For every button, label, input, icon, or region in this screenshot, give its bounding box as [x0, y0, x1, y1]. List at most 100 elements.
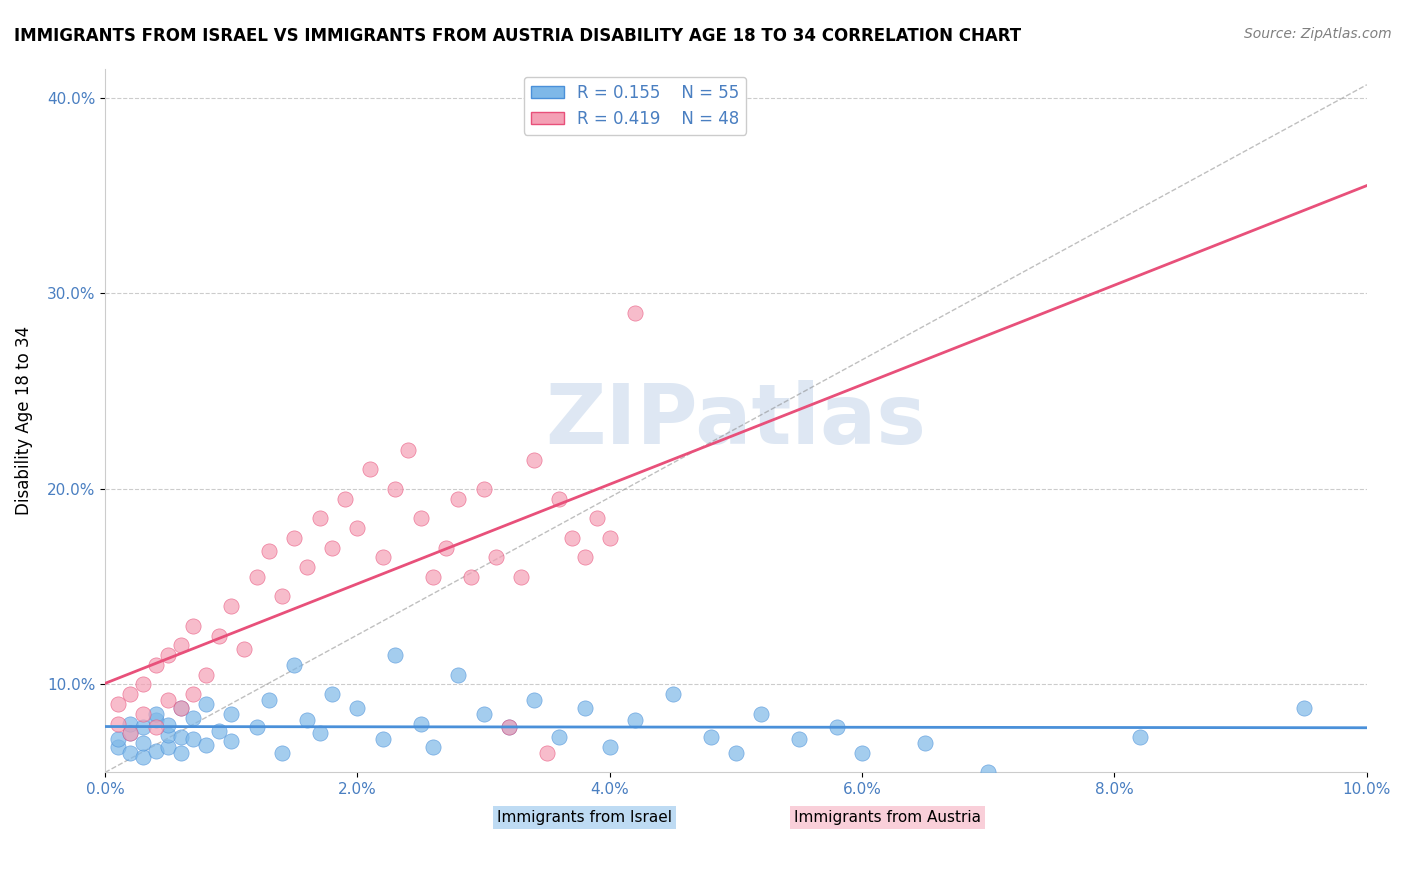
Point	[257, 693, 280, 707]
Point	[333, 491, 356, 506]
Point	[914, 736, 936, 750]
Point	[321, 541, 343, 555]
Text: ZIPatlas: ZIPatlas	[546, 380, 927, 461]
Point	[384, 648, 406, 662]
Point	[219, 706, 242, 721]
Point	[107, 716, 129, 731]
Point	[145, 744, 167, 758]
Point	[208, 724, 231, 739]
Legend: R = 0.155    N = 55, R = 0.419    N = 48: R = 0.155 N = 55, R = 0.419 N = 48	[524, 77, 747, 135]
Point	[170, 701, 193, 715]
Point	[145, 706, 167, 721]
Point	[107, 739, 129, 754]
Point	[157, 718, 180, 732]
Point	[548, 730, 571, 744]
Point	[624, 306, 647, 320]
Point	[219, 734, 242, 748]
Point	[422, 570, 444, 584]
Point	[574, 701, 596, 715]
Text: Immigrants from Austria: Immigrants from Austria	[794, 810, 981, 825]
Point	[107, 697, 129, 711]
Point	[371, 732, 394, 747]
Point	[232, 642, 254, 657]
Text: Immigrants from Israel: Immigrants from Israel	[498, 810, 672, 825]
Point	[270, 590, 292, 604]
Point	[132, 706, 155, 721]
Point	[170, 730, 193, 744]
Point	[396, 442, 419, 457]
Point	[624, 713, 647, 727]
Point	[245, 721, 267, 735]
Point	[270, 746, 292, 760]
Point	[195, 697, 218, 711]
Point	[170, 701, 193, 715]
Point	[346, 701, 368, 715]
Point	[1292, 701, 1315, 715]
Point	[295, 560, 318, 574]
Point	[749, 706, 772, 721]
Point	[422, 739, 444, 754]
Text: Source: ZipAtlas.com: Source: ZipAtlas.com	[1244, 27, 1392, 41]
Point	[120, 687, 142, 701]
Point	[523, 452, 546, 467]
Point	[195, 738, 218, 752]
Point	[434, 541, 457, 555]
Point	[371, 550, 394, 565]
Point	[257, 544, 280, 558]
Point	[498, 721, 520, 735]
Point	[132, 721, 155, 735]
Point	[409, 511, 432, 525]
Point	[120, 726, 142, 740]
Point	[599, 739, 621, 754]
Point	[308, 726, 330, 740]
Point	[283, 531, 305, 545]
Point	[132, 677, 155, 691]
Point	[662, 687, 685, 701]
Point	[120, 716, 142, 731]
Point	[851, 746, 873, 760]
Point	[574, 550, 596, 565]
Point	[157, 739, 180, 754]
Point	[510, 570, 533, 584]
Point	[170, 746, 193, 760]
Point	[787, 732, 810, 747]
Point	[460, 570, 482, 584]
Point	[346, 521, 368, 535]
Point	[359, 462, 381, 476]
Point	[219, 599, 242, 614]
Point	[145, 721, 167, 735]
Point	[157, 728, 180, 742]
Point	[157, 648, 180, 662]
Point	[120, 746, 142, 760]
Point	[699, 730, 721, 744]
Point	[536, 746, 558, 760]
Point	[409, 716, 432, 731]
Point	[295, 713, 318, 727]
Point	[183, 732, 205, 747]
Point	[724, 746, 747, 760]
Point	[283, 657, 305, 672]
Point	[120, 726, 142, 740]
Point	[157, 693, 180, 707]
Point	[132, 736, 155, 750]
Point	[472, 706, 495, 721]
Point	[447, 491, 470, 506]
Point	[384, 482, 406, 496]
Point	[132, 749, 155, 764]
Point	[208, 628, 231, 642]
Point	[561, 531, 583, 545]
Y-axis label: Disability Age 18 to 34: Disability Age 18 to 34	[15, 326, 32, 515]
Point	[183, 711, 205, 725]
Point	[321, 687, 343, 701]
Point	[308, 511, 330, 525]
Point	[523, 693, 546, 707]
Point	[977, 765, 1000, 780]
Point	[825, 721, 848, 735]
Point	[183, 619, 205, 633]
Point	[599, 531, 621, 545]
Point	[145, 713, 167, 727]
Point	[107, 732, 129, 747]
Point	[145, 657, 167, 672]
Point	[548, 491, 571, 506]
Point	[183, 687, 205, 701]
